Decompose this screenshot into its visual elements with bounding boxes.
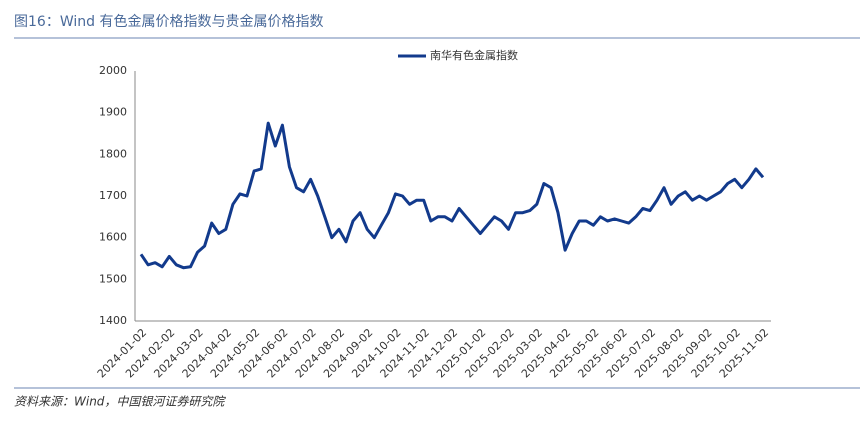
chart-title: 图16：Wind 有色金属价格指数与贵金属价格指数: [14, 13, 323, 30]
legend-label: 南华有色金属指数: [430, 48, 518, 62]
y-tick-label: 1900: [99, 106, 127, 119]
y-tick-label: 1700: [99, 189, 127, 202]
y-tick-label: 2000: [99, 64, 127, 77]
y-tick-label: 1500: [99, 272, 127, 285]
y-tick-label: 1400: [99, 314, 127, 327]
y-tick-label: 1800: [99, 147, 127, 160]
source: 资料来源：Wind，中国银河证券研究院: [14, 395, 226, 409]
line-series: [139, 121, 765, 270]
y-tick-label: 1600: [99, 231, 127, 244]
